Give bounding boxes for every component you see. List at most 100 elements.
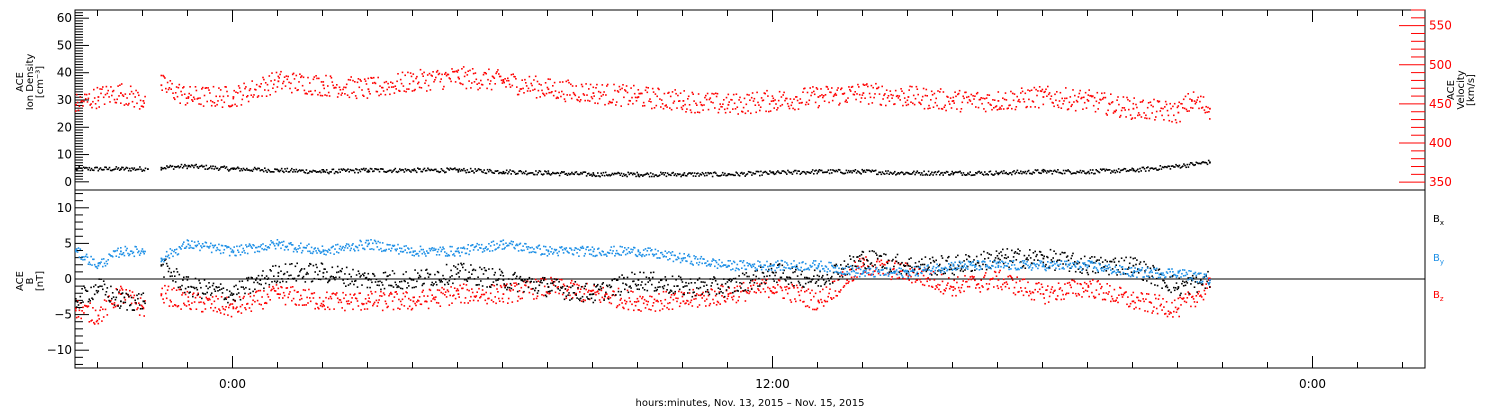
data-point [486,302,488,305]
data-point [507,278,510,280]
data-point [254,88,256,91]
data-point [707,108,710,111]
data-point [701,293,703,295]
data-point [298,169,301,171]
data-point [1099,283,1101,285]
data-point [565,172,568,175]
data-point [988,94,991,96]
data-point [945,287,947,290]
data-point [1077,171,1079,173]
data-point [514,173,517,175]
data-point [173,287,175,289]
data-point [432,71,434,73]
data-point [1003,98,1006,101]
data-point [248,307,251,309]
data-point [1196,162,1199,164]
data-point [877,86,880,89]
data-point [975,255,978,258]
data-point [1009,172,1012,174]
data-point [1025,106,1027,109]
data-point [661,308,664,310]
data-point [1166,109,1169,112]
data-point [883,253,885,255]
data-point [704,300,706,302]
data-point [865,169,868,171]
data-point [745,272,748,274]
data-point [117,85,119,87]
data-point [1125,116,1127,118]
data-point [336,292,338,294]
data-point [366,286,369,289]
data-point [550,173,553,175]
data-point [809,87,811,89]
data-point [141,170,143,172]
data-point [413,286,415,289]
data-point [600,289,603,292]
data-point [93,323,96,325]
data-point [426,295,429,297]
data-point [726,281,729,283]
data-point [444,291,447,293]
data-point [1152,105,1154,108]
data-point [531,278,533,280]
data-point [397,73,399,75]
data-point [590,297,593,300]
data-point [1194,305,1197,308]
data-point [618,172,620,175]
data-point [768,274,771,277]
data-point [129,167,131,170]
data-point [804,103,807,106]
data-point [880,255,883,257]
data-point [467,171,470,174]
data-point [467,277,469,279]
data-point [108,299,110,302]
data-point [636,288,639,290]
data-point [472,299,475,302]
data-point [915,265,918,268]
data-point [890,278,892,281]
data-point [820,298,822,301]
data-point [692,175,695,177]
data-point [163,276,165,278]
data-point [993,270,996,273]
data-point [934,288,937,290]
data-point [719,103,721,105]
data-point [577,287,579,289]
data-point [439,281,442,283]
data-point [601,84,604,86]
data-point [295,280,298,282]
data-point [703,174,706,177]
data-point [179,286,181,288]
data-point [629,300,631,303]
data-point [800,102,802,104]
data-point [1049,291,1052,294]
data-point [879,264,882,266]
data-point [655,104,658,107]
data-point [499,171,501,174]
data-point [205,285,208,287]
data-point [457,169,460,172]
data-point [270,80,272,82]
data-point [523,172,526,175]
data-point [269,171,272,173]
data-point [75,110,77,112]
data-point [630,290,632,292]
data-point [519,297,522,300]
data-point [798,282,801,284]
data-point [303,304,306,306]
data-point [764,92,766,95]
data-point [905,171,907,174]
data-point [277,293,280,295]
data-point [543,279,545,282]
data-point [869,96,872,99]
data-point [786,276,788,278]
data-point [970,270,973,272]
data-point [354,279,357,282]
data-point [455,168,457,171]
data-point [968,99,971,101]
data-point [385,279,388,281]
data-point [1020,261,1022,263]
data-point [231,167,233,170]
data-point [205,296,208,299]
data-point [588,293,591,296]
